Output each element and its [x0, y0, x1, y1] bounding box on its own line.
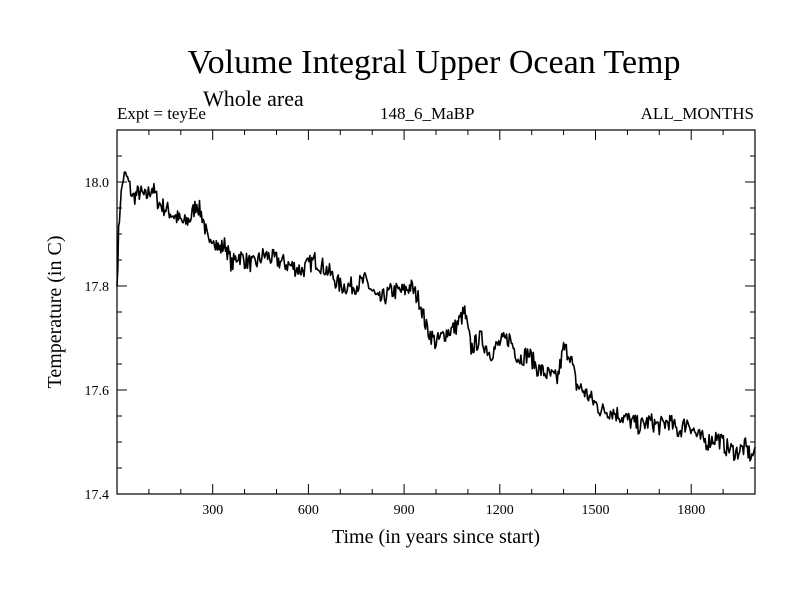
x-tick-label: 1800: [677, 503, 705, 518]
chart-title: Volume Integral Upper Ocean Temp: [187, 44, 681, 81]
x-tick-label: 600: [298, 503, 319, 518]
y-tick-label: 17.4: [85, 488, 110, 503]
chart-subtitle: Whole area: [203, 86, 304, 111]
axis-ticks: [117, 130, 755, 494]
experiment-label: Expt = teyEe: [117, 104, 206, 123]
x-tick-label: 300: [202, 503, 223, 518]
y-tick-label: 17.6: [85, 384, 110, 399]
y-axis-label: Temperature (in C): [44, 236, 66, 389]
x-tick-label: 1200: [486, 503, 514, 518]
period-label: ALL_MONTHS: [640, 104, 754, 123]
axis-tick-labels: 300 600 900 1200 1500 1800 17.4 17.6 17.8 18.0: [85, 176, 706, 518]
x-tick-label: 1500: [582, 503, 610, 518]
x-axis-label: Time (in years since start): [332, 526, 540, 548]
plot-frame: [116, 129, 756, 495]
y-tick-label: 18.0: [85, 176, 110, 191]
series-line: [116, 171, 756, 462]
x-tick-label: 900: [394, 503, 415, 518]
y-tick-label: 17.8: [85, 280, 110, 295]
run-label: 148_6_MaBP: [380, 104, 475, 123]
